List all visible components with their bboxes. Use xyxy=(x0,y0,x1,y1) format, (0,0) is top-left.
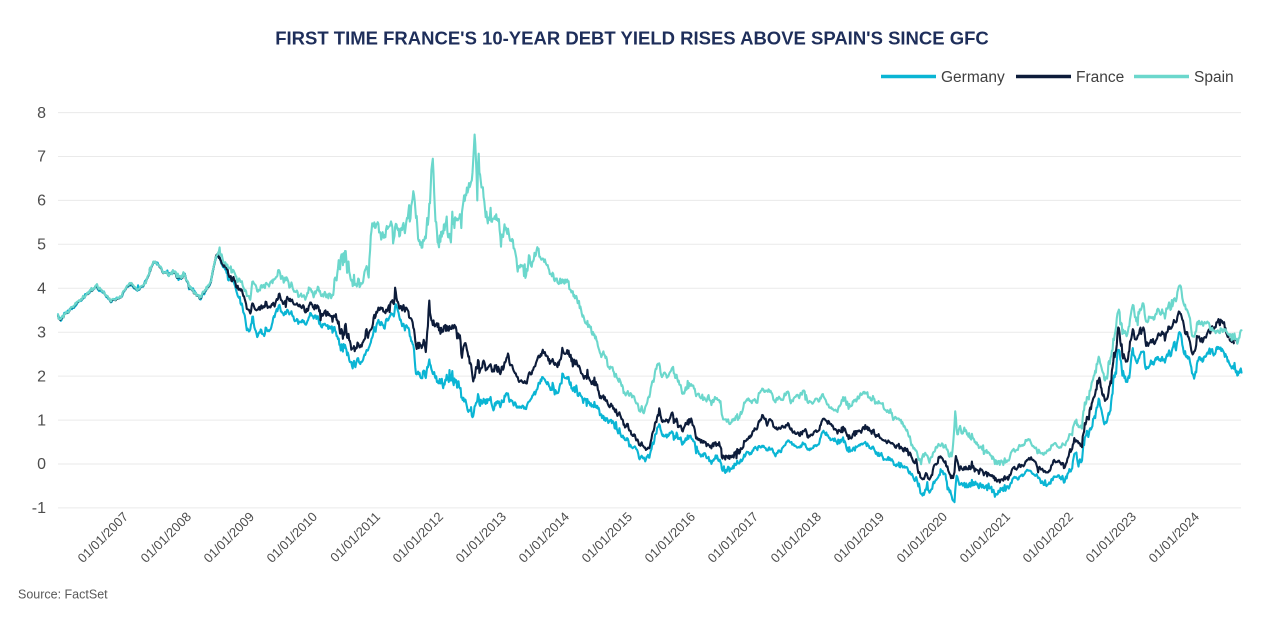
svg-text:FIRST TIME FRANCE'S 10-YEAR DE: FIRST TIME FRANCE'S 10-YEAR DEBT YIELD R… xyxy=(275,28,989,49)
svg-text:7: 7 xyxy=(37,149,46,166)
svg-text:0: 0 xyxy=(37,456,46,473)
svg-text:8: 8 xyxy=(37,105,46,122)
svg-text:Source: FactSet: Source: FactSet xyxy=(18,588,108,602)
svg-text:-1: -1 xyxy=(32,500,46,517)
svg-text:2: 2 xyxy=(37,368,46,385)
svg-text:6: 6 xyxy=(37,193,46,210)
svg-text:4: 4 xyxy=(37,281,46,298)
svg-text:1: 1 xyxy=(37,412,46,429)
svg-text:3: 3 xyxy=(37,324,46,341)
svg-text:Germany: Germany xyxy=(941,69,1005,86)
svg-text:France: France xyxy=(1076,69,1124,86)
svg-text:Spain: Spain xyxy=(1194,69,1234,86)
svg-text:5: 5 xyxy=(37,237,46,254)
